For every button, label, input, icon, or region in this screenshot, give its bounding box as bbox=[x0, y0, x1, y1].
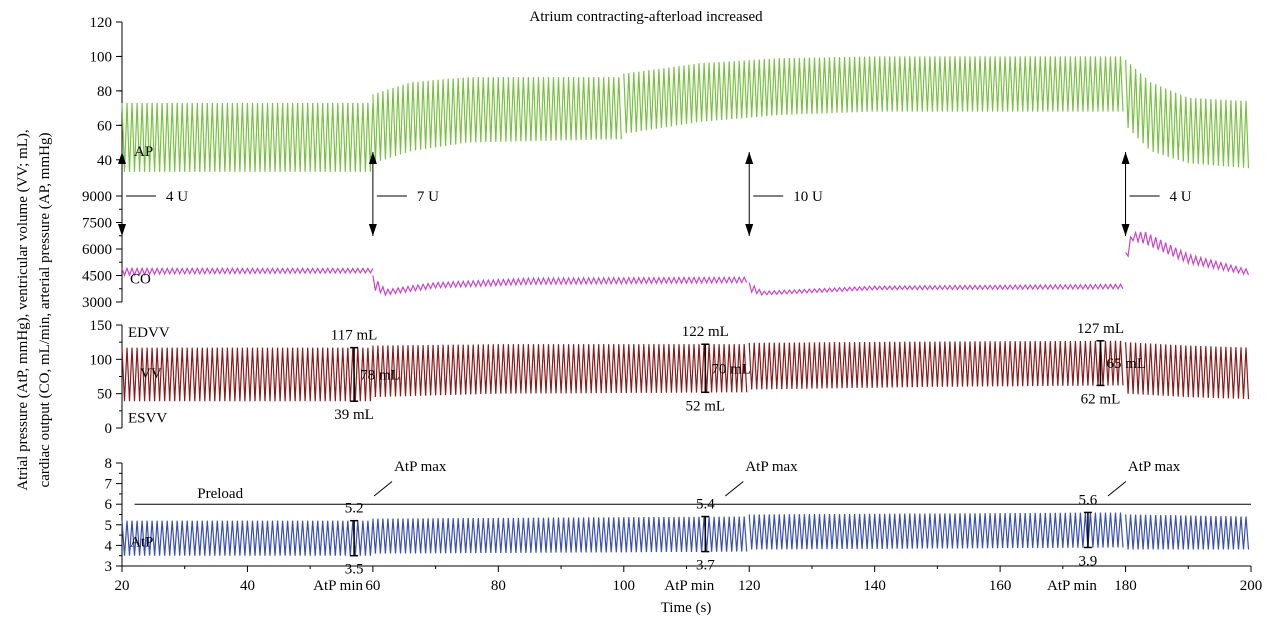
atp-max-pointer bbox=[725, 481, 744, 497]
atp-min-label: AtP min bbox=[313, 578, 363, 594]
dose-arrow-head-down bbox=[118, 224, 126, 236]
x-tick-label: 160 bbox=[989, 578, 1012, 594]
dose-arrow-head-up bbox=[1121, 152, 1130, 164]
vv-series-line bbox=[372, 344, 748, 398]
atp-max-value: 5.6 bbox=[1079, 492, 1098, 508]
preload-label: Preload bbox=[197, 486, 243, 502]
x-tick-label: 100 bbox=[613, 578, 636, 594]
atp-series-label: AtP bbox=[130, 534, 153, 550]
atp-max-pointer bbox=[373, 481, 393, 497]
x-tick-label: 60 bbox=[365, 578, 380, 594]
x-tick-label: 20 bbox=[115, 578, 130, 594]
x-axis-label: Time (s) bbox=[661, 600, 712, 616]
co-y-tick-label: 3000 bbox=[82, 295, 112, 311]
co-series-label: CO bbox=[130, 272, 151, 288]
atp-series-line bbox=[121, 520, 374, 556]
vv-y-tick-label: 0 bbox=[105, 421, 113, 437]
dose-arrow-head-down bbox=[1121, 224, 1130, 236]
vv-series-label: VV bbox=[140, 366, 162, 382]
plot-area: 40 60 80 100 120 3000 4500 6000 7500 9000 0 50 100 15… bbox=[82, 15, 1262, 594]
x-tick-label: 40 bbox=[240, 578, 255, 594]
vv-top-label: 127 mL bbox=[1077, 321, 1124, 337]
dose-arrow-head-up bbox=[118, 152, 126, 164]
vv-bottom-label: 52 mL bbox=[686, 398, 726, 414]
ap-series-line bbox=[1125, 59, 1250, 169]
dose-arrow-head-down bbox=[745, 224, 754, 236]
x-tick-label: 180 bbox=[1114, 578, 1137, 594]
vv-bottom-label: 62 mL bbox=[1081, 391, 1121, 407]
dose-label: 10 U bbox=[793, 189, 823, 205]
co-y-tick-label: 9000 bbox=[82, 189, 112, 205]
atp-y-tick-label: 4 bbox=[105, 538, 113, 554]
ap-y-tick-label: 120 bbox=[90, 15, 113, 31]
atp-min-label: AtP min bbox=[1047, 578, 1097, 594]
vv-diff-label: 65 mL bbox=[1106, 356, 1146, 372]
atp-min-value: 3.9 bbox=[1079, 553, 1098, 569]
co-series-line bbox=[748, 282, 1124, 297]
ap-y-tick-label: 100 bbox=[90, 49, 113, 65]
ap-y-tick-label: 40 bbox=[97, 153, 112, 169]
co-series-line bbox=[1125, 230, 1250, 276]
y-axis-label-line-1: Atrial pressure (AtP, mmHg), ventricular… bbox=[15, 129, 31, 490]
vv-top-label: 122 mL bbox=[682, 324, 729, 340]
ap-y-tick-label: 60 bbox=[97, 118, 112, 134]
vv-diff-label: 70 mL bbox=[711, 361, 751, 377]
atp-max-pointer bbox=[1107, 481, 1127, 497]
atp-max-label: AtP max bbox=[394, 459, 447, 475]
ap-series-line bbox=[372, 77, 622, 163]
atp-max-label: AtP max bbox=[1128, 459, 1181, 475]
vv-y-tick-label: 150 bbox=[90, 318, 113, 334]
co-y-tick-label: 7500 bbox=[82, 216, 112, 232]
ap-series-line bbox=[623, 56, 1124, 134]
vv-series-line bbox=[121, 347, 374, 402]
chart-title: Atrium contracting-afterload increased bbox=[529, 9, 763, 25]
atp-y-tick-label: 6 bbox=[105, 497, 113, 513]
vv-series-line bbox=[1125, 342, 1250, 400]
atp-max-value: 5.4 bbox=[696, 497, 715, 513]
atp-max-value: 5.2 bbox=[345, 501, 364, 517]
x-tick-label: 200 bbox=[1240, 578, 1263, 594]
dose-arrow-head-down bbox=[368, 224, 377, 236]
ap-series-line bbox=[121, 102, 374, 172]
dose-label: 4 U bbox=[166, 189, 188, 205]
atp-max-label: AtP max bbox=[745, 459, 798, 475]
x-tick-label: 120 bbox=[738, 578, 761, 594]
y-axis-label-line-2: cardiac output (CO, mL/min, arterial pre… bbox=[37, 133, 53, 488]
dose-arrow-head-up bbox=[745, 152, 754, 164]
x-tick-label: 80 bbox=[491, 578, 506, 594]
ap-y-tick-label: 80 bbox=[97, 84, 112, 100]
atp-min-value: 3.5 bbox=[345, 562, 364, 578]
dose-label: 4 U bbox=[1170, 189, 1192, 205]
vv-y-tick-label: 50 bbox=[97, 387, 112, 403]
atp-series-line bbox=[372, 516, 748, 554]
edvv-label: EDVV bbox=[128, 325, 170, 341]
vv-y-tick-label: 100 bbox=[90, 352, 113, 368]
dose-label: 7 U bbox=[417, 189, 439, 205]
vv-bottom-label: 39 mL bbox=[334, 407, 374, 423]
atp-y-tick-label: 8 bbox=[105, 456, 113, 472]
atp-y-tick-label: 7 bbox=[105, 477, 113, 493]
co-series-line bbox=[372, 275, 748, 297]
atp-series-line bbox=[748, 512, 1124, 550]
co-y-tick-label: 4500 bbox=[82, 269, 112, 285]
vv-top-label: 117 mL bbox=[331, 328, 378, 344]
vv-series-line bbox=[748, 340, 1124, 390]
co-y-tick-label: 6000 bbox=[82, 242, 112, 258]
co-series-line bbox=[121, 266, 374, 278]
esvv-label: ESVV bbox=[128, 411, 167, 427]
atp-series-line bbox=[1125, 514, 1250, 550]
vv-diff-label: 78 mL bbox=[360, 367, 400, 383]
dose-arrow-head-up bbox=[368, 152, 377, 164]
atp-min-value: 3.7 bbox=[696, 558, 715, 574]
ap-series-label: AP bbox=[134, 144, 153, 160]
atp-y-tick-label: 3 bbox=[105, 559, 113, 575]
atp-min-label: AtP min bbox=[664, 578, 714, 594]
x-tick-label: 140 bbox=[863, 578, 886, 594]
atp-y-tick-label: 5 bbox=[105, 518, 113, 534]
